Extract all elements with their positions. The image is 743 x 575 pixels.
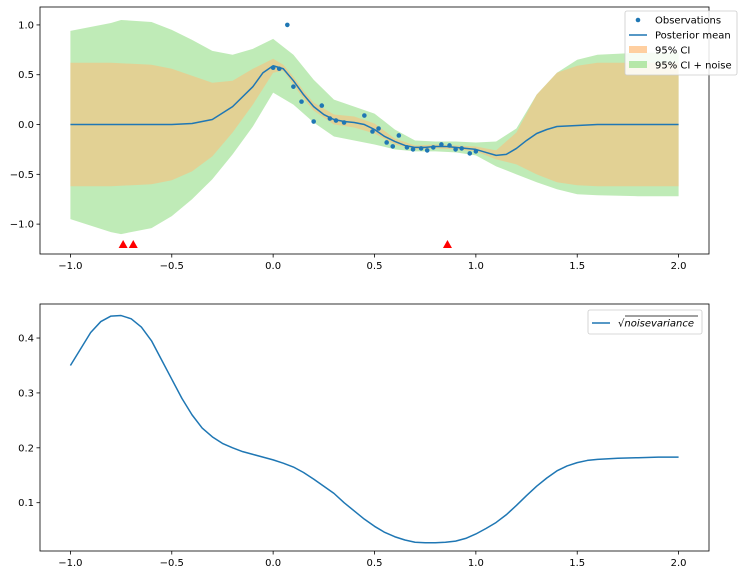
line-1 (70, 65, 679, 157)
x-tick-label-2: 0.0 (265, 558, 281, 569)
x-tick-label-0: −1.0 (58, 558, 82, 569)
scatter-point-0-6 (319, 103, 325, 108)
scatter-point-0-18 (418, 146, 424, 151)
noise-chart: −1.0 −0.5 0.0 0.5 1.0 1.5 2.0 0.1 0.2 0.3 0.4 √nois… (18, 303, 710, 569)
scatter-point-0-17 (410, 147, 416, 152)
legend: √noisevariance (587, 309, 703, 335)
y-tick-label-1: 0.2 (18, 443, 34, 454)
x-tick-label-4: 1.0 (468, 261, 484, 272)
x-tick-label-5: 1.5 (569, 558, 585, 569)
legend-swatch-2 (629, 46, 647, 53)
legend-entry-2: 95% CI (629, 46, 690, 57)
scatter-point-0-11 (370, 129, 375, 134)
legend-label-0: √noisevariance (618, 319, 694, 330)
scatter-point-0-15 (396, 133, 402, 138)
scatter-point-0-7 (327, 116, 333, 121)
scatter-point-0-4 (299, 99, 304, 104)
band-2 (70, 58, 679, 187)
scatter-point-0-8 (333, 118, 339, 123)
scatter-point-0-9 (341, 120, 347, 125)
x-tick-label-3: 0.5 (367, 558, 383, 569)
x-tick-label-1: −0.5 (160, 558, 184, 569)
legend-label-1: Posterior mean (655, 31, 731, 42)
marker-1 (128, 240, 138, 249)
legend-entry-0: √noisevariance (592, 315, 698, 330)
scatter-point-0-22 (447, 143, 452, 148)
scatter-point-0-26 (473, 149, 479, 154)
x-tick-label-6: 2.0 (671, 558, 687, 569)
line-0 (69, 314, 679, 544)
legend-swatch-3 (629, 61, 647, 68)
scatter-point-0-1 (276, 66, 282, 72)
y-tick-label-0: 0.1 (18, 498, 34, 509)
y-tick-label-1: −0.5 (10, 170, 34, 181)
scatter-point-0-25 (467, 151, 473, 156)
scatter-point-0-19 (424, 148, 430, 153)
legend-entry-3: 95% CI + noise (629, 61, 732, 72)
y-tick-label-4: 1.0 (18, 20, 34, 31)
scatter-point-0-3 (291, 84, 296, 89)
legend-label-0: Observations (655, 16, 721, 27)
posterior-chart: −1.0 −0.5 0.0 0.5 1.0 1.5 2.0 −1.0 −0.5 0.0 0.5 1.0… (10, 6, 738, 272)
x-tick-label-0: −1.0 (58, 261, 82, 272)
scatter-point-0-21 (439, 142, 444, 147)
y-tick-label-0: −1.0 (10, 220, 34, 231)
scatter-point-0-16 (404, 145, 410, 150)
marker-0 (118, 240, 128, 249)
legend-entry-0: Observations (635, 16, 721, 27)
scatter-point-0-2 (285, 22, 290, 28)
scatter-point-0-10 (362, 113, 367, 118)
scatter-point-0-23 (453, 147, 458, 152)
scatter-point-0-20 (430, 145, 436, 150)
x-tick-label-3: 0.5 (367, 261, 383, 272)
x-tick-label-5: 1.5 (569, 261, 585, 272)
x-tick-label-1: −0.5 (160, 261, 184, 272)
x-tick-label-4: 1.0 (468, 558, 484, 569)
y-tick-label-3: 0.4 (18, 334, 34, 345)
plot-area (70, 19, 679, 249)
scatter-point-0-24 (459, 146, 464, 151)
legend-entry-1: Posterior mean (629, 31, 731, 42)
y-tick-label-3: 0.5 (18, 70, 34, 81)
legend-label-2: 95% CI (655, 46, 690, 57)
scatter-point-0-13 (384, 140, 389, 145)
legend: Observations Posterior mean 95% CI 95% CI +… (624, 10, 738, 76)
x-tick-label-2: 0.0 (265, 261, 281, 272)
y-tick-label-2: 0.0 (18, 120, 34, 131)
scatter-point-0-5 (311, 119, 316, 124)
legend-label-3: 95% CI + noise (655, 61, 732, 72)
plot-area (69, 314, 679, 544)
x-tick-label-6: 2.0 (671, 261, 687, 272)
scatter-point-0-14 (390, 144, 396, 149)
legend-box (624, 10, 738, 76)
scatter-point-0-0 (270, 65, 276, 71)
legend-swatch-0 (635, 17, 641, 23)
scatter-point-0-12 (376, 126, 381, 131)
y-tick-label-2: 0.3 (18, 388, 34, 399)
marker-2 (442, 240, 452, 249)
